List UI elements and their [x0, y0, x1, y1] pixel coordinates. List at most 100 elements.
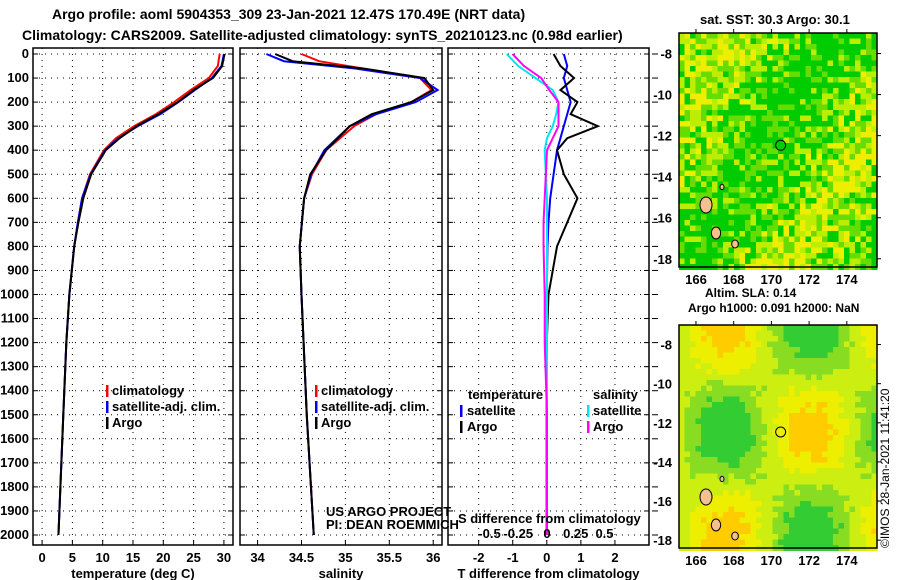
- map-cell: [778, 363, 784, 370]
- map-cell: [717, 495, 724, 502]
- map-cell: [723, 435, 729, 441]
- map-cell: [717, 203, 724, 210]
- map-cell: [783, 457, 790, 463]
- map-cell: [833, 539, 839, 546]
- map-cell: [822, 77, 828, 83]
- map-cell: [679, 214, 685, 221]
- map-cell: [816, 82, 823, 89]
- map-cell: [745, 38, 751, 45]
- map-cell: [756, 159, 762, 166]
- map-cell: [684, 402, 691, 408]
- map-cell: [811, 71, 817, 78]
- map-cell: [783, 363, 790, 370]
- map-cell: [772, 506, 779, 513]
- map-cell: [690, 484, 696, 491]
- legend-label: Argo: [321, 415, 351, 430]
- map-cell: [816, 506, 823, 513]
- map-cell: [794, 159, 801, 166]
- map-cell: [822, 341, 828, 348]
- map-cell: [684, 242, 691, 248]
- map-cell: [761, 176, 768, 182]
- map-cell: [745, 363, 751, 370]
- map-cell: [690, 220, 696, 226]
- map-cell: [690, 402, 696, 408]
- map-cell: [750, 374, 757, 381]
- map-cell: [690, 407, 696, 414]
- map-cell: [750, 446, 757, 452]
- map-cell: [690, 60, 696, 67]
- x-tick-label: 10: [95, 550, 109, 565]
- map-cell: [838, 336, 845, 342]
- map-cell: [838, 165, 845, 171]
- map-cell: [712, 484, 718, 491]
- map-cell: [794, 506, 801, 513]
- map-cell: [789, 451, 795, 458]
- map-cell: [756, 501, 762, 507]
- legend-swatch: [315, 417, 318, 429]
- map-cell: [783, 176, 790, 182]
- map-cell: [728, 258, 735, 265]
- map-cell: [728, 170, 735, 177]
- map-cell: [866, 181, 872, 188]
- map-cell: [684, 457, 691, 463]
- map-cell: [712, 110, 718, 116]
- y-tick-label: 600: [7, 190, 29, 205]
- s-tick-label: 0: [543, 526, 550, 541]
- x-tick-label: 2: [611, 550, 618, 565]
- map-cell: [789, 495, 795, 502]
- map-cell: [849, 55, 856, 61]
- map-cell: [811, 407, 817, 414]
- map-cell: [728, 143, 735, 149]
- map-cell: [739, 231, 746, 237]
- map-cell: [855, 104, 861, 111]
- map-cell: [794, 385, 801, 392]
- map-cell: [767, 203, 773, 210]
- map-cell: [723, 220, 729, 226]
- map-cell: [690, 539, 696, 546]
- map-cell: [756, 60, 762, 67]
- map-cell: [761, 55, 768, 61]
- map-cell: [756, 330, 762, 337]
- legend-label: Argo: [112, 415, 142, 430]
- map-cell: [767, 165, 773, 171]
- map-cell: [860, 258, 867, 265]
- map-cell: [723, 192, 729, 199]
- map-cell: [805, 38, 812, 45]
- map-cell: [871, 534, 878, 540]
- map-cell: [695, 402, 702, 408]
- map-cell: [866, 231, 872, 237]
- map-cell: [855, 198, 861, 204]
- map-cell: [690, 385, 696, 392]
- map-cell: [800, 539, 806, 546]
- map-cell: [706, 363, 713, 370]
- map-cell: [684, 198, 691, 204]
- map-cell: [866, 440, 872, 447]
- map-cell: [717, 165, 724, 171]
- map-cell: [800, 440, 806, 447]
- map-cell: [767, 242, 773, 248]
- map-cell: [734, 435, 740, 441]
- map-cell: [816, 77, 823, 83]
- map-cell: [767, 374, 773, 381]
- map-cell: [723, 380, 729, 386]
- map-cell: [866, 99, 872, 105]
- map-cell: [866, 225, 872, 232]
- map-cell: [734, 247, 740, 254]
- map-cell: [827, 198, 834, 204]
- map-cell: [855, 457, 861, 463]
- map-cell: [783, 358, 790, 364]
- map-cell: [866, 462, 872, 469]
- map-cell: [772, 148, 779, 155]
- map-cell: [767, 330, 773, 337]
- map-cell: [827, 66, 834, 72]
- map-cell: [717, 247, 724, 254]
- map-cell: [745, 473, 751, 480]
- map-cell: [800, 253, 806, 259]
- map-cell: [728, 369, 735, 375]
- map-cell: [690, 451, 696, 458]
- map-cell: [794, 462, 801, 469]
- map-cell: [717, 418, 724, 425]
- map-cell: [745, 418, 751, 425]
- map-cell: [767, 418, 773, 425]
- map-cell: [844, 374, 850, 381]
